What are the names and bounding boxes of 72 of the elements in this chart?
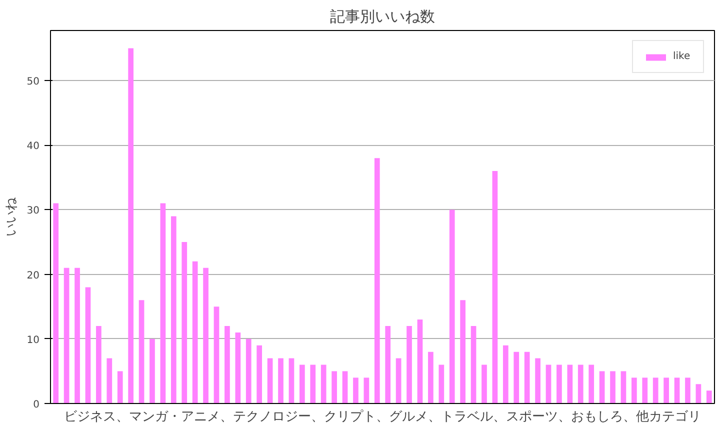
bar [406,326,412,404]
bar [674,378,680,404]
bar [332,371,337,404]
bar [310,364,316,404]
bar [546,364,552,404]
bar [64,268,70,404]
bar [256,345,262,404]
bar [470,326,476,404]
bar [664,378,669,404]
chart-title: 記事別いいね数 [330,8,435,26]
y-tick-label: 30 [26,206,40,217]
bar [535,358,540,404]
y-axis-title: いいね [4,196,19,236]
y-tick-label: 10 [26,334,40,346]
bar [364,378,370,404]
bar [267,358,273,404]
bar [342,371,348,404]
bar [588,364,594,404]
bar [706,390,712,404]
bar [85,287,91,404]
bar [514,352,520,404]
y-tick-label: 50 [26,76,40,88]
bar [278,358,284,404]
bar [428,352,434,404]
bar [460,300,466,404]
bar [438,364,444,404]
bar [117,371,123,404]
bar [170,216,176,404]
bar [385,326,391,404]
bar [502,345,508,404]
bar [235,332,241,404]
bar [578,364,584,404]
bar [288,358,294,404]
y-tick-label: 0 [33,400,40,410]
bar [642,378,648,404]
bar [652,378,658,404]
bar [567,364,573,404]
bar [246,338,252,404]
bar [182,242,188,404]
y-tick-label: 20 [26,270,40,282]
x-axis-title: ビジネス、マンガ・アニメ、テクノロジー、クリプト、グルメ、トラベル、スポーツ、おもしろ、他カテゴリ [64,410,701,424]
bar [610,371,616,404]
bar [203,268,208,404]
bar [53,203,59,404]
bar [599,371,605,404]
bar [556,364,562,404]
y-tick-label: 40 [26,141,40,152]
bar [492,170,498,404]
bar [417,320,423,404]
bar [320,364,326,404]
bar [74,268,80,404]
bar [96,326,102,404]
bar [150,338,155,404]
bar [396,358,402,404]
bar [620,371,626,404]
bar [160,203,166,404]
bar [224,326,230,404]
bar [449,210,455,404]
bar [696,384,702,404]
bar [128,48,134,404]
bar [106,358,112,404]
bar [214,306,220,404]
bar [632,378,637,404]
bar [374,158,380,404]
bar [138,300,144,404]
bar [524,352,530,404]
legend-label: like [673,51,692,62]
bar [685,378,690,404]
bar [300,364,305,404]
bar [353,378,358,404]
bar [192,261,198,404]
bar [482,364,487,404]
